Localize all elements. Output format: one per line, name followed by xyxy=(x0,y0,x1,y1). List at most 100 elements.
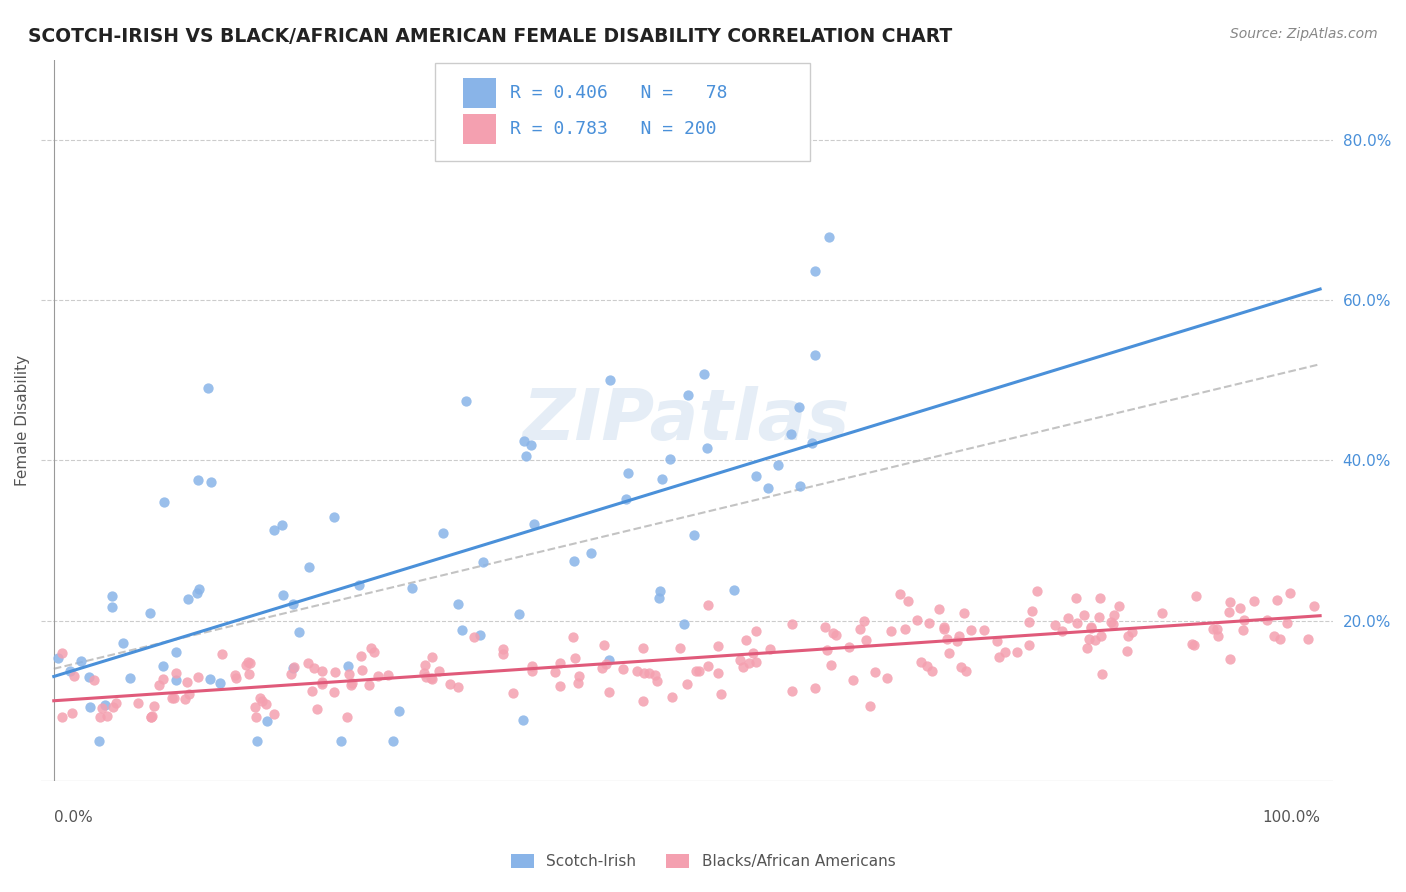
Point xyxy=(350,648,373,663)
Point xyxy=(381,734,404,748)
Point xyxy=(648,591,671,606)
Point xyxy=(139,710,162,724)
Point xyxy=(707,665,730,680)
Point xyxy=(51,646,73,660)
Point xyxy=(876,671,898,685)
Point xyxy=(614,492,637,507)
Point xyxy=(94,698,117,713)
Point xyxy=(432,525,454,540)
Point xyxy=(821,626,844,640)
Point xyxy=(415,670,437,684)
Point xyxy=(1104,608,1126,623)
Point xyxy=(1206,629,1229,643)
Point xyxy=(1219,595,1241,609)
Point xyxy=(69,654,91,668)
Point xyxy=(647,674,669,689)
Point xyxy=(287,625,309,640)
Point xyxy=(112,636,135,650)
Point xyxy=(612,662,634,676)
Point xyxy=(187,582,209,596)
Point xyxy=(728,652,751,666)
FancyBboxPatch shape xyxy=(434,63,810,161)
Point xyxy=(815,643,838,657)
Point xyxy=(302,661,325,675)
Point xyxy=(492,648,515,662)
Point xyxy=(1116,629,1139,643)
Point xyxy=(973,623,995,637)
Point xyxy=(413,658,436,673)
Point xyxy=(1066,615,1088,630)
Point xyxy=(595,657,617,671)
Point xyxy=(782,684,804,698)
Point xyxy=(307,702,329,716)
Point xyxy=(838,640,860,654)
Point xyxy=(1073,608,1095,623)
Point xyxy=(928,602,950,616)
Point xyxy=(745,468,768,483)
Point xyxy=(738,656,761,670)
Point xyxy=(561,631,583,645)
Point xyxy=(165,673,187,687)
Point xyxy=(512,713,534,727)
Point xyxy=(804,348,827,362)
Point xyxy=(245,710,267,724)
Point xyxy=(863,665,886,680)
Point xyxy=(513,434,536,448)
Point xyxy=(347,578,370,592)
Point xyxy=(46,651,69,665)
Point xyxy=(388,704,411,718)
Point xyxy=(1101,616,1123,631)
Point xyxy=(626,664,648,678)
Point xyxy=(617,467,640,481)
Point xyxy=(340,678,363,692)
Point xyxy=(1050,624,1073,638)
Point xyxy=(89,734,111,748)
Point xyxy=(322,509,344,524)
Point xyxy=(101,589,124,603)
Point xyxy=(148,678,170,692)
Point xyxy=(60,706,83,720)
Point xyxy=(1265,593,1288,607)
Point xyxy=(905,613,928,627)
Point xyxy=(211,647,233,661)
Point xyxy=(152,659,174,673)
Point xyxy=(254,697,277,711)
Point xyxy=(281,597,304,611)
Point xyxy=(311,665,333,679)
Point xyxy=(1090,630,1112,644)
Point xyxy=(742,647,765,661)
Point xyxy=(659,451,682,466)
Point xyxy=(1150,607,1173,621)
Point xyxy=(599,373,621,387)
Point xyxy=(1076,640,1098,655)
Point xyxy=(1099,615,1122,629)
Point xyxy=(283,660,305,674)
Point xyxy=(239,657,262,671)
Point xyxy=(1115,644,1137,658)
Point xyxy=(263,523,285,537)
Point xyxy=(568,668,591,682)
Point xyxy=(789,479,811,493)
Point xyxy=(523,516,546,531)
Point xyxy=(1296,632,1319,647)
Point xyxy=(256,714,278,728)
Point xyxy=(685,665,707,679)
Point xyxy=(707,640,730,654)
Point xyxy=(127,696,149,710)
Point xyxy=(336,658,359,673)
Point xyxy=(567,676,589,690)
Point xyxy=(759,642,782,657)
Point xyxy=(446,681,468,695)
Point xyxy=(889,586,911,600)
Point xyxy=(197,381,219,395)
Point xyxy=(1303,599,1326,613)
Point xyxy=(633,694,655,708)
Y-axis label: Female Disability: Female Disability xyxy=(15,355,30,486)
Point xyxy=(543,665,565,680)
Point xyxy=(187,473,209,487)
Text: R = 0.406   N =   78: R = 0.406 N = 78 xyxy=(510,84,727,102)
Point xyxy=(780,616,803,631)
Point xyxy=(651,472,673,486)
Point xyxy=(79,670,101,684)
Point xyxy=(224,667,246,681)
